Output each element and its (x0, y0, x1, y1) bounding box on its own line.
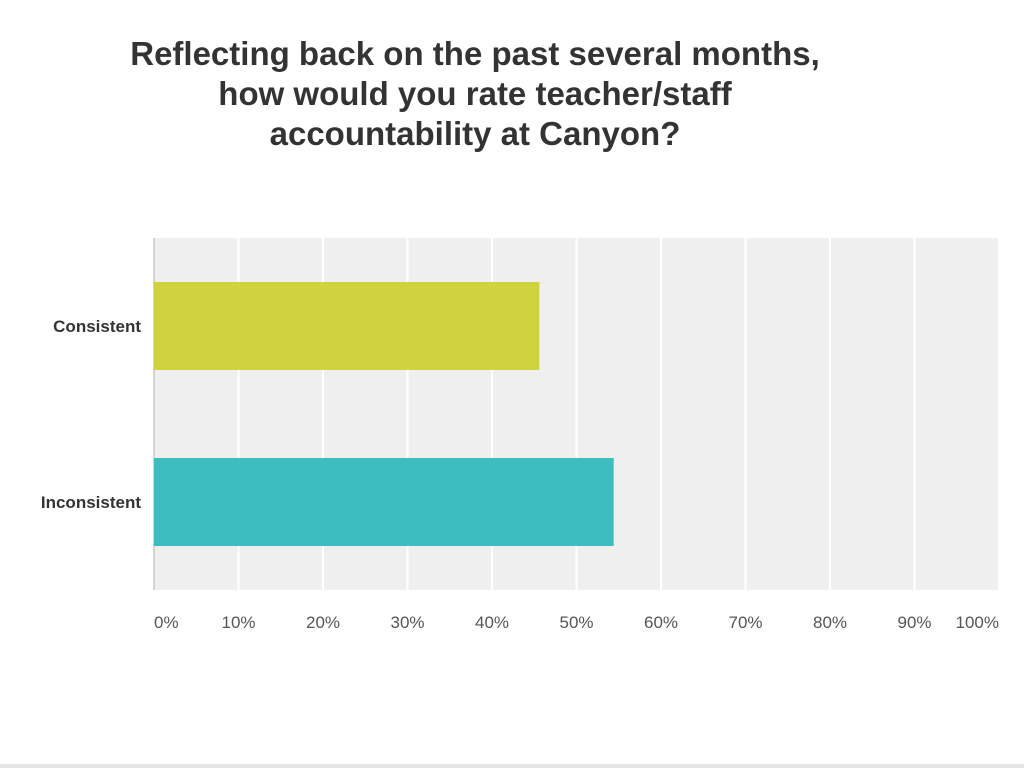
x-tick-label-90: 90% (897, 613, 931, 632)
chart-title: Reflecting back on the past several mont… (80, 34, 870, 154)
x-tick-label-20: 20% (306, 613, 340, 632)
bottom-divider (0, 764, 1024, 768)
category-label-consistent: Consistent (53, 317, 141, 336)
x-tick-label-80: 80% (813, 613, 847, 632)
bar-inconsistent (154, 458, 614, 546)
bar-consistent (154, 282, 540, 370)
category-label-inconsistent: Inconsistent (41, 493, 141, 512)
x-tick-label-50: 50% (559, 613, 593, 632)
chart-title-line-1: Reflecting back on the past several mont… (130, 35, 820, 72)
x-tick-label-0: 0% (154, 613, 179, 632)
chart-title-line-3: accountability at Canyon? (269, 115, 681, 152)
x-tick-label-40: 40% (475, 613, 509, 632)
chart-title-line-2: how would you rate teacher/staff (218, 75, 732, 112)
x-tick-label-60: 60% (644, 613, 678, 632)
x-tick-label-10: 10% (221, 613, 255, 632)
x-tick-label-30: 30% (390, 613, 424, 632)
x-tick-label-100: 100% (956, 613, 999, 632)
x-tick-label-70: 70% (728, 613, 762, 632)
